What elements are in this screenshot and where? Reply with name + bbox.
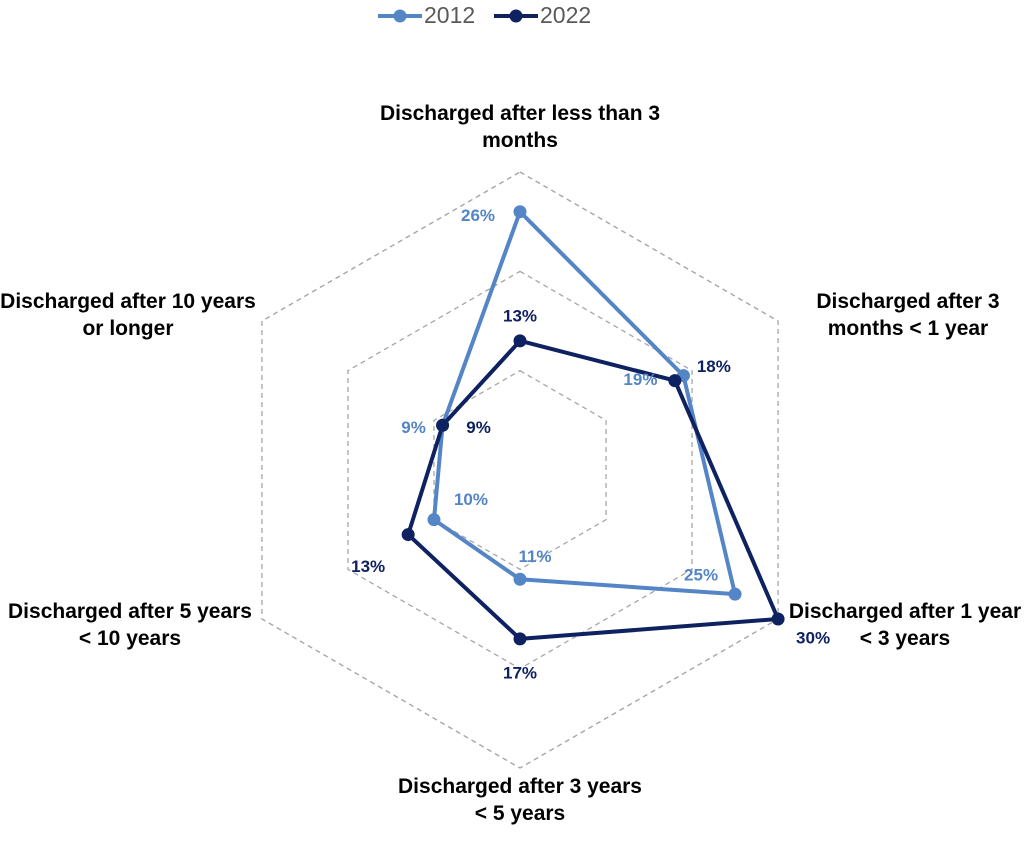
category-label: Discharged after 3 years < 5 years bbox=[398, 775, 642, 825]
data-label: 9% bbox=[466, 418, 491, 437]
category-label: Discharged after less than 3 months bbox=[379, 102, 661, 152]
grid-ring bbox=[433, 369, 607, 571]
data-label: 26% bbox=[461, 206, 495, 225]
data-point bbox=[513, 334, 527, 348]
data-label: 19% bbox=[623, 370, 657, 389]
legend-marker bbox=[393, 9, 407, 23]
data-point bbox=[513, 572, 527, 586]
data-label: 9% bbox=[401, 418, 426, 437]
data-label: 10% bbox=[454, 490, 488, 509]
legend-marker bbox=[509, 9, 523, 23]
data-label: 25% bbox=[684, 566, 718, 585]
data-label: 11% bbox=[518, 547, 551, 566]
data-point bbox=[728, 587, 742, 601]
category-label: Discharged after 3 months < 1 year bbox=[816, 290, 1000, 340]
data-point bbox=[513, 632, 527, 646]
data-label: 13% bbox=[503, 306, 537, 325]
data-label: 17% bbox=[503, 663, 537, 682]
category-label: Discharged after 1 year < 3 years bbox=[788, 600, 1022, 650]
category-label: Discharged after 10 years or longer bbox=[0, 290, 256, 340]
series-line bbox=[431, 209, 738, 597]
data-point bbox=[401, 528, 415, 542]
data-point bbox=[436, 418, 450, 432]
category-label: Discharged after 5 years < 10 years bbox=[8, 600, 252, 650]
grid-ring bbox=[261, 171, 779, 769]
legend-label: 2012 bbox=[424, 2, 475, 28]
data-point bbox=[771, 612, 785, 626]
legend-label: 2022 bbox=[540, 2, 591, 28]
data-point bbox=[668, 374, 682, 388]
data-label: 18% bbox=[697, 357, 731, 376]
data-label: 13% bbox=[351, 557, 385, 576]
data-point bbox=[427, 513, 441, 527]
data-label: 30% bbox=[796, 628, 830, 647]
grid-ring bbox=[347, 270, 693, 670]
data-point bbox=[513, 205, 527, 219]
